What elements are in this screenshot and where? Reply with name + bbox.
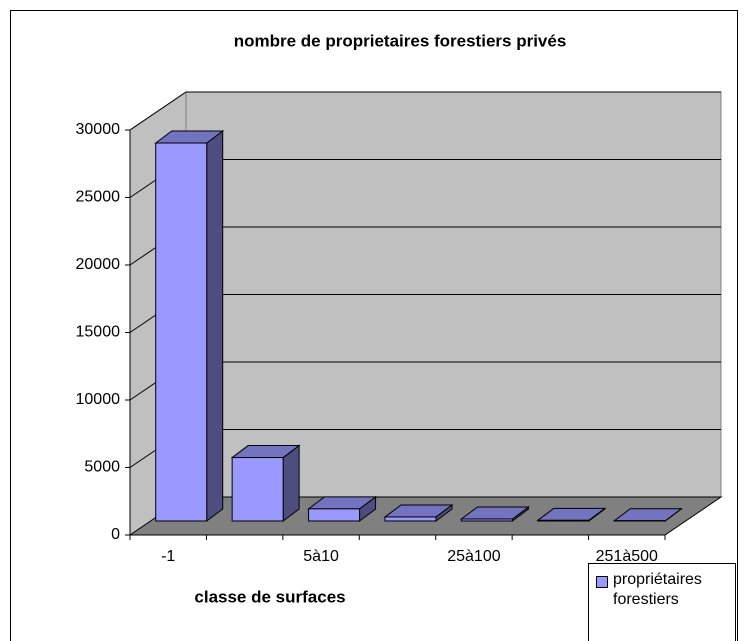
chart-title: nombre de proprietaires forestiers privé… (234, 31, 567, 50)
bar (308, 508, 361, 522)
y-tick-label: 20000 (76, 256, 121, 273)
bar (231, 457, 284, 522)
x-axis-title: classe de surfaces (194, 587, 345, 606)
x-tick-label: -1 (161, 548, 175, 565)
bar-side (206, 130, 224, 522)
grid-line (129, 91, 187, 131)
y-tick-label: 5000 (84, 459, 120, 476)
bar (384, 516, 437, 522)
y-tick-label: 10000 (76, 391, 121, 408)
x-tick-label: 25à100 (447, 548, 500, 565)
bar (537, 519, 590, 522)
legend-swatch (596, 576, 608, 588)
bar (460, 518, 513, 522)
x-tick-label: 5à10 (303, 548, 339, 565)
y-tick-label: 0 (111, 526, 120, 543)
bar (155, 142, 208, 522)
legend: propriétaires forestiers (588, 563, 736, 641)
bar-side (282, 444, 300, 522)
y-tick-label: 15000 (76, 324, 121, 341)
legend-label: propriétaires forestiers (613, 571, 702, 608)
y-tick-label: 30000 (76, 121, 121, 138)
x-tick-label: 251à500 (596, 548, 658, 565)
y-tick-label: 25000 (76, 189, 121, 206)
